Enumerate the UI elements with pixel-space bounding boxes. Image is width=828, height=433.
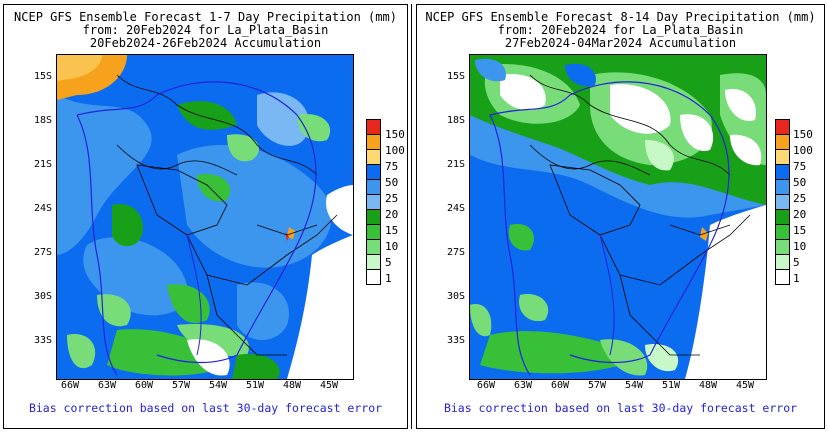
panel-title: NCEP GFS Ensemble Forecast 1-7 Day Preci… <box>14 10 397 24</box>
lon-label: 57W <box>587 380 607 391</box>
colorbar-swatch <box>366 224 381 240</box>
colorbar-label: 1 <box>385 272 392 285</box>
precip-map-week2 <box>469 54 767 380</box>
lat-label: 33S <box>33 335 52 346</box>
lon-label: 48W <box>282 380 302 391</box>
colorbar-swatch <box>366 239 381 255</box>
colorbar-swatch <box>775 179 790 195</box>
colorbar-swatch <box>366 209 381 225</box>
lat-label: 21S <box>446 159 465 170</box>
panel-title: NCEP GFS Ensemble Forecast 8-14 Day Prec… <box>425 10 816 24</box>
colorbar-label: 150 <box>385 128 405 141</box>
colorbar-label: 25 <box>793 192 807 205</box>
colorbar-swatch <box>366 149 381 165</box>
colorbar-swatch <box>366 119 381 135</box>
lon-label: 48W <box>698 380 718 391</box>
colorbar-label: 15 <box>793 224 807 237</box>
lon-label: 57W <box>171 380 191 391</box>
panel-subtitle: from: 20Feb2024 for La_Plata_Basin <box>497 23 744 37</box>
lon-label: 54W <box>624 380 644 391</box>
colorbar-label: 10 <box>793 240 807 253</box>
colorbar-label: 20 <box>793 208 807 221</box>
lon-label: 54W <box>208 380 228 391</box>
panel-period: 20Feb2024-26Feb2024 Accumulation <box>89 36 322 50</box>
bias-note: Bias correction based on last 30-day for… <box>443 401 798 415</box>
lat-label: 24S <box>33 203 52 214</box>
colorbar-swatch <box>775 134 790 150</box>
colorbar-swatch <box>775 149 790 165</box>
panel-divider <box>411 4 412 429</box>
colorbar-swatch <box>775 194 790 210</box>
panel-subtitle: from: 20Feb2024 for La_Plata_Basin <box>82 23 329 37</box>
panel-frame <box>3 4 408 429</box>
colorbar <box>775 119 790 285</box>
colorbar-swatch <box>366 254 381 270</box>
lat-label: 30S <box>33 291 52 302</box>
lat-label: 15S <box>33 71 52 82</box>
colorbar-swatch <box>775 164 790 180</box>
colorbar-swatch <box>775 269 790 285</box>
lat-label: 33S <box>446 335 465 346</box>
colorbar-label: 75 <box>793 160 807 173</box>
colorbar-label: 25 <box>385 192 399 205</box>
colorbar-label: 75 <box>385 160 399 173</box>
colorbar-swatch <box>366 179 381 195</box>
panel-week2: NCEP GFS Ensemble Forecast 8-14 Day Prec… <box>413 0 828 433</box>
lat-label: 21S <box>33 159 52 170</box>
panel-frame <box>416 4 825 429</box>
lat-label: 24S <box>446 203 465 214</box>
colorbar-label: 50 <box>385 176 399 189</box>
lat-label: 18S <box>446 115 465 126</box>
precip-map-graphic <box>57 55 353 379</box>
lon-label: 63W <box>97 380 117 391</box>
panel-week1: NCEP GFS Ensemble Forecast 1-7 Day Preci… <box>0 0 411 433</box>
lat-label: 27S <box>33 247 52 258</box>
lon-label: 66W <box>60 380 80 391</box>
colorbar-swatch <box>775 239 790 255</box>
colorbar-label: 10 <box>385 240 399 253</box>
lon-label: 45W <box>735 380 755 391</box>
colorbar-label: 100 <box>793 144 813 157</box>
lon-label: 66W <box>476 380 496 391</box>
lon-label: 51W <box>661 380 681 391</box>
colorbar-swatch <box>775 119 790 135</box>
lat-label: 30S <box>446 291 465 302</box>
colorbar-label: 100 <box>385 144 405 157</box>
colorbar-swatch <box>366 194 381 210</box>
colorbar-swatch <box>366 269 381 285</box>
colorbar-label: 1 <box>793 272 800 285</box>
colorbar <box>366 119 381 285</box>
lon-label: 60W <box>134 380 154 391</box>
panel-period: 27Feb2024-04Mar2024 Accumulation <box>504 36 737 50</box>
colorbar-label: 50 <box>793 176 807 189</box>
lon-label: 60W <box>550 380 570 391</box>
colorbar-swatch <box>775 224 790 240</box>
colorbar-swatch <box>775 254 790 270</box>
precip-map-week1 <box>56 54 354 380</box>
lon-label: 63W <box>513 380 533 391</box>
colorbar-swatch <box>366 164 381 180</box>
bias-note: Bias correction based on last 30-day for… <box>28 401 383 415</box>
precip-map-graphic <box>470 55 766 379</box>
colorbar-label: 20 <box>385 208 399 221</box>
lat-label: 18S <box>33 115 52 126</box>
colorbar-swatch <box>366 134 381 150</box>
lat-label: 27S <box>446 247 465 258</box>
colorbar-swatch <box>775 209 790 225</box>
lat-label: 15S <box>446 71 465 82</box>
colorbar-label: 5 <box>793 256 800 269</box>
lon-label: 45W <box>319 380 339 391</box>
colorbar-label: 150 <box>793 128 813 141</box>
colorbar-label: 5 <box>385 256 392 269</box>
lon-label: 51W <box>245 380 265 391</box>
colorbar-label: 15 <box>385 224 399 237</box>
